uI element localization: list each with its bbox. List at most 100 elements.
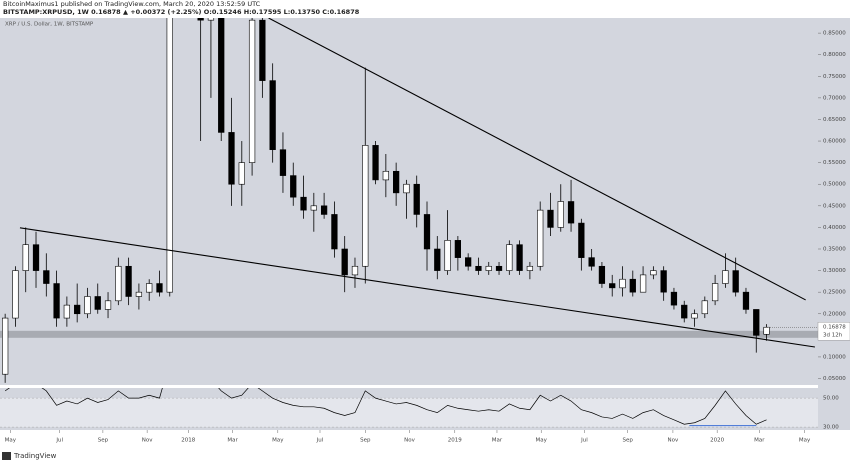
candle-body <box>403 183 410 194</box>
candle-body <box>372 145 379 181</box>
axes-layer: 0.05000 0.10000 0.20000 0.25000 0.30000 0.350… <box>5 31 850 444</box>
logo <box>2 452 11 460</box>
rsi-layer <box>0 388 818 428</box>
candle-body <box>290 175 297 198</box>
candle-body <box>22 244 29 271</box>
candle-body <box>320 205 328 215</box>
y-tick-label: 0.70000 <box>823 95 846 101</box>
y-tick-label: 0.75000 <box>823 74 846 80</box>
x-tick-label: Sep <box>98 438 109 444</box>
candle-body <box>238 162 245 185</box>
x-tick-label: May <box>536 438 548 444</box>
x-tick-label: Jul <box>316 438 324 444</box>
candle-body <box>609 283 616 289</box>
candle-body <box>84 296 91 315</box>
y-tick-label: 0.45000 <box>823 203 846 209</box>
candle-body <box>382 170 389 181</box>
candle-body <box>506 244 513 271</box>
candle-body <box>639 274 647 293</box>
candle-body <box>650 270 657 276</box>
candle-body <box>475 265 482 271</box>
candle-body <box>2 317 9 375</box>
candle-body <box>125 265 132 297</box>
candle-body <box>660 270 667 293</box>
candle-body <box>547 209 554 228</box>
candle-body <box>526 265 534 271</box>
candle-body <box>598 265 606 284</box>
trendline <box>268 18 806 301</box>
y-tick-label: 0.55000 <box>823 160 846 166</box>
x-tick-label: Mar <box>227 438 238 444</box>
x-tick-label: Nov <box>404 438 415 444</box>
y-tick-label: 0.30000 <box>823 268 846 274</box>
candle-body <box>228 132 235 185</box>
candle-body <box>331 214 338 250</box>
chart-title: XRP / U.S. Dollar, 1W, BITSTAMP <box>5 22 94 28</box>
rsi-line <box>4 388 767 425</box>
candle-body <box>742 291 750 310</box>
countdown: 3d 12h <box>823 333 843 339</box>
footer-brand: TradingView <box>13 452 57 460</box>
y-tick-label: 0.65000 <box>823 117 846 123</box>
x-tick-label: Mar <box>754 438 765 444</box>
x-tick-label: 2019 <box>448 438 462 444</box>
rsi-tick-label: 30.00 <box>823 425 839 431</box>
x-tick-label: May <box>272 438 284 444</box>
candle-body <box>691 313 698 319</box>
x-tick-label: Jul <box>55 438 63 444</box>
candle-body <box>485 265 492 271</box>
candle-body <box>557 201 564 228</box>
candle-body <box>588 257 595 267</box>
candle-body <box>351 265 359 276</box>
candle-body <box>537 209 544 267</box>
candle-body <box>393 170 400 194</box>
candle-body <box>104 300 112 310</box>
candle-body <box>197 18 204 21</box>
candle-body <box>135 291 143 297</box>
rsi-band <box>0 398 818 427</box>
candle-body <box>681 304 688 319</box>
candle-body <box>362 145 369 267</box>
candle-body <box>32 244 40 271</box>
candle-body <box>495 265 503 271</box>
symbol-line: BITSTAMP:XRPUSD, 1W 0.16878 ▲ +0.00372 (… <box>3 8 360 16</box>
x-tick-label: Nov <box>668 438 679 444</box>
y-tick-label: 0.50000 <box>823 182 846 188</box>
candle-body <box>12 270 19 319</box>
candle-body <box>619 278 626 289</box>
candle-body <box>413 183 420 215</box>
y-tick-label: 0.40000 <box>823 225 846 231</box>
candle-body <box>711 283 719 302</box>
candle-body <box>279 149 287 176</box>
y-tick-label: 0.20000 <box>823 311 846 317</box>
candle-body <box>63 304 71 319</box>
candle-body <box>146 283 153 293</box>
candles-layer <box>0 18 818 383</box>
candle-body <box>722 270 729 284</box>
candle-body <box>218 18 225 133</box>
candle-body <box>444 240 451 271</box>
y-tick-label: 0.10000 <box>823 354 846 360</box>
y-tick-label: 0.25000 <box>823 290 846 296</box>
candle-body <box>423 214 431 250</box>
y-tick-label: 0.85000 <box>823 31 846 37</box>
x-tick-label: Mar <box>492 438 503 444</box>
y-tick-label: 0.05000 <box>823 376 846 382</box>
x-tick-label: 2020 <box>710 438 724 444</box>
candle-body <box>341 248 348 276</box>
support-zone <box>0 330 818 338</box>
x-tick-label: Nov <box>142 438 153 444</box>
rsi-tick-label: 50.00 <box>823 396 839 402</box>
candle-body <box>516 244 523 271</box>
candle-body <box>670 291 678 306</box>
candle-body <box>310 205 317 211</box>
candle-body <box>269 80 276 150</box>
x-tick-label: May <box>5 438 17 444</box>
x-tick-label: Sep <box>360 438 371 444</box>
candle-body <box>701 300 708 315</box>
candle-body <box>629 278 636 293</box>
x-tick-label: May <box>799 438 811 444</box>
y-tick-label: 0.35000 <box>823 246 846 252</box>
